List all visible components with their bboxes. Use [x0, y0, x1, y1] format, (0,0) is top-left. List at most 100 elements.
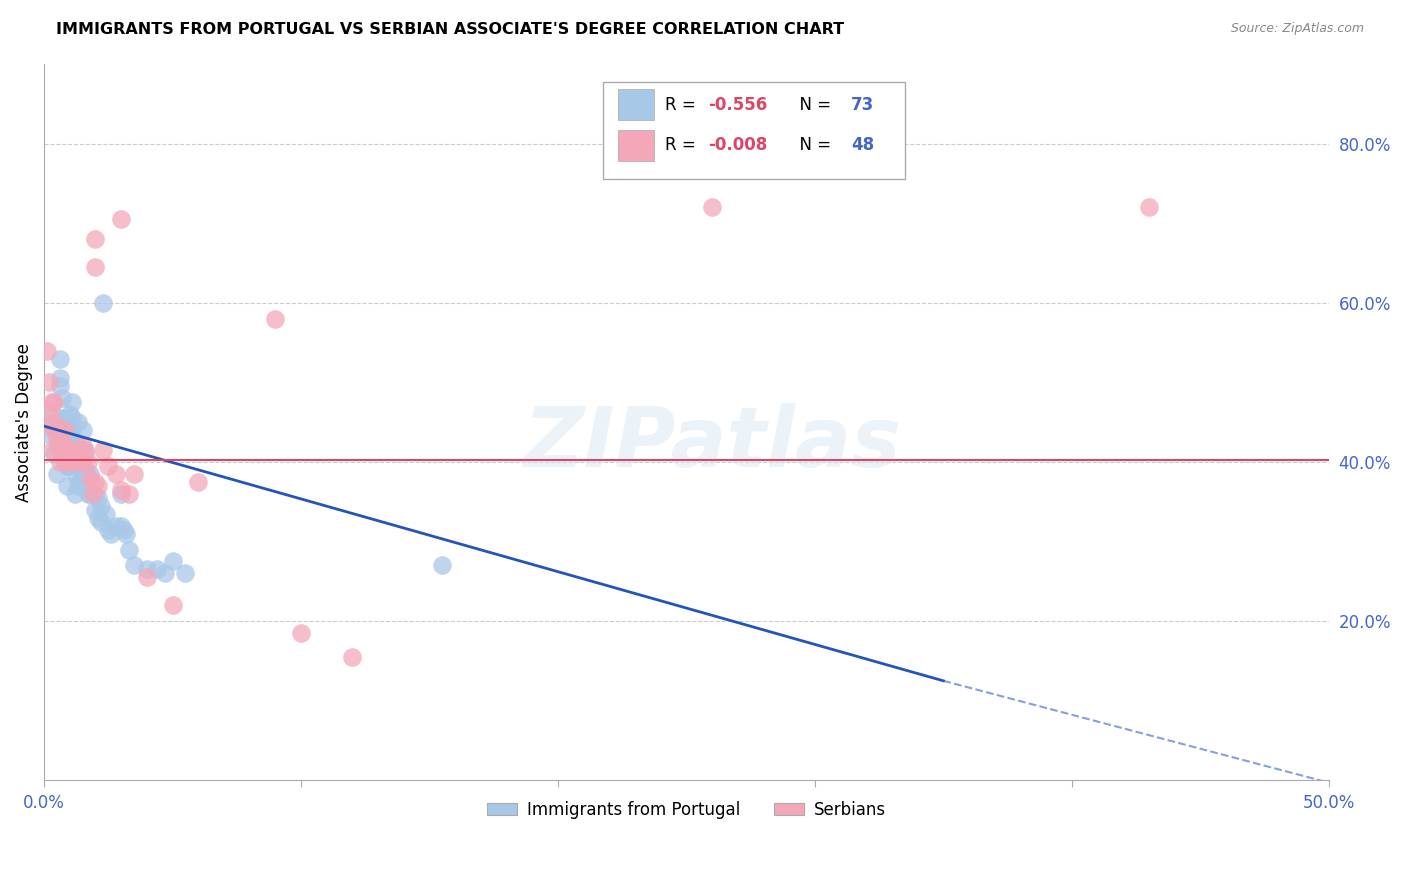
FancyBboxPatch shape — [619, 89, 654, 120]
Point — [41, 407, 63, 421]
Point — [63, 455, 86, 469]
Point — [75, 447, 97, 461]
Point — [53, 439, 76, 453]
Point — [60, 423, 83, 437]
Point — [76, 487, 98, 501]
Text: N =: N = — [789, 136, 837, 154]
Point — [72, 455, 94, 469]
Point — [112, 523, 135, 537]
Point — [51, 431, 73, 445]
Point — [110, 518, 132, 533]
Point — [122, 467, 145, 481]
Point — [51, 423, 73, 437]
Point — [63, 467, 86, 481]
FancyBboxPatch shape — [619, 130, 654, 161]
Point — [41, 395, 63, 409]
Point — [66, 439, 89, 453]
Point — [87, 510, 110, 524]
Point — [135, 562, 157, 576]
Point — [53, 431, 76, 445]
Point — [66, 443, 89, 458]
Point — [59, 443, 82, 458]
Point — [59, 458, 82, 473]
Point — [97, 458, 120, 473]
Point — [162, 598, 184, 612]
Point — [56, 443, 79, 458]
Point — [75, 463, 97, 477]
Point — [59, 439, 82, 453]
Point — [84, 487, 107, 501]
Point — [72, 439, 94, 453]
Text: 73: 73 — [851, 95, 875, 113]
Point — [87, 479, 110, 493]
Point — [84, 260, 107, 274]
Point — [110, 487, 132, 501]
Point — [38, 403, 60, 417]
Point — [76, 455, 98, 469]
Text: -0.008: -0.008 — [709, 136, 768, 154]
Point — [118, 487, 141, 501]
Point — [46, 467, 69, 481]
Text: IMMIGRANTS FROM PORTUGAL VS SERBIAN ASSOCIATE'S DEGREE CORRELATION CHART: IMMIGRANTS FROM PORTUGAL VS SERBIAN ASSO… — [56, 22, 845, 37]
Point — [162, 554, 184, 568]
Point — [75, 443, 97, 458]
Legend: Immigrants from Portugal, Serbians: Immigrants from Portugal, Serbians — [481, 795, 893, 826]
Point — [44, 423, 66, 437]
Point — [69, 475, 91, 489]
Point — [94, 507, 117, 521]
Point — [72, 463, 94, 477]
Point — [91, 295, 114, 310]
Y-axis label: Associate's Degree: Associate's Degree — [15, 343, 32, 501]
Point — [97, 523, 120, 537]
Point — [51, 411, 73, 425]
Point — [60, 447, 83, 461]
Point — [84, 232, 107, 246]
Point — [90, 515, 112, 529]
Point — [48, 371, 70, 385]
Point — [122, 558, 145, 573]
Text: -0.556: -0.556 — [709, 95, 768, 113]
Point — [72, 423, 94, 437]
Point — [56, 455, 79, 469]
Point — [44, 415, 66, 429]
Point — [38, 376, 60, 390]
Point — [432, 558, 454, 573]
FancyBboxPatch shape — [603, 82, 905, 178]
Text: R =: R = — [665, 136, 700, 154]
Point — [100, 526, 122, 541]
Text: N =: N = — [789, 95, 837, 113]
Point — [84, 475, 107, 489]
Point — [110, 212, 132, 227]
Point — [51, 443, 73, 458]
Point — [59, 407, 82, 421]
Point — [90, 499, 112, 513]
Point — [51, 392, 73, 406]
Point — [146, 562, 169, 576]
Point — [1137, 200, 1160, 214]
Text: ZIPatlas: ZIPatlas — [523, 403, 901, 484]
Point — [35, 343, 58, 358]
Point — [59, 455, 82, 469]
Text: 48: 48 — [851, 136, 875, 154]
Point — [82, 487, 104, 501]
Point — [264, 311, 287, 326]
Point — [46, 423, 69, 437]
Point — [48, 455, 70, 469]
Point — [115, 526, 138, 541]
Point — [79, 471, 101, 485]
Point — [48, 379, 70, 393]
Point — [63, 455, 86, 469]
Point — [75, 479, 97, 493]
Point — [66, 415, 89, 429]
Text: Source: ZipAtlas.com: Source: ZipAtlas.com — [1230, 22, 1364, 36]
Point — [79, 467, 101, 481]
Point — [290, 626, 312, 640]
Point — [59, 427, 82, 442]
Point — [46, 431, 69, 445]
Point — [174, 566, 197, 581]
Text: R =: R = — [665, 95, 700, 113]
Point — [135, 570, 157, 584]
Point — [84, 502, 107, 516]
Point — [69, 443, 91, 458]
Point — [44, 395, 66, 409]
